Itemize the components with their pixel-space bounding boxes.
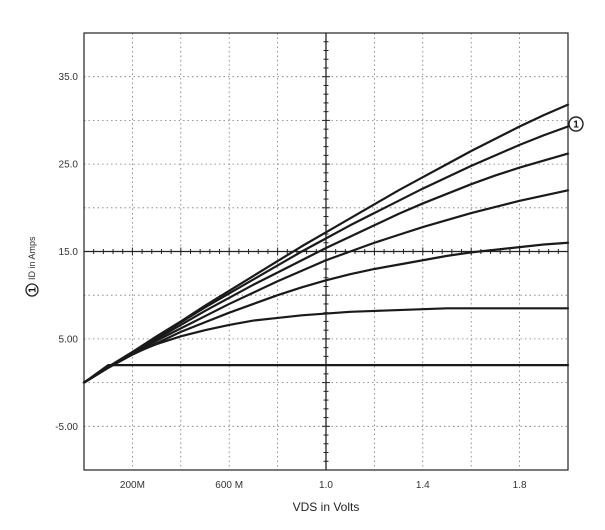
y-axis-title: ID in Amps	[27, 236, 37, 280]
x-axis-title: VDS in Volts	[293, 500, 360, 514]
x-tick-label: 1.8	[513, 480, 527, 491]
y-tick-label: 35.0	[59, 72, 79, 83]
x-tick-label: 200M	[120, 480, 145, 491]
id-curve-1	[82, 364, 570, 384]
id-curve-4	[82, 189, 570, 384]
y-axis-marker-text: 1	[28, 287, 39, 293]
id-curve-7	[82, 103, 570, 384]
y-tick-label: 5.00	[59, 334, 79, 345]
y-tick-label: 15.0	[59, 247, 79, 258]
curve-marker-icon	[568, 116, 584, 132]
id-curve-5	[82, 152, 570, 384]
plot-frame	[83, 32, 569, 471]
tick-labels: 200M 600 M 1.0 1.4 1.8 35.0 25.0 15.0 5.00 -5.00	[55, 72, 527, 491]
y-tick-label: 25.0	[59, 160, 79, 171]
x-tick-label: 600 M	[215, 480, 243, 491]
id-curve-2	[82, 307, 570, 384]
id-curve-3	[82, 241, 570, 384]
x-tick-label: 1.4	[416, 480, 430, 491]
y-tick-label: -5.00	[55, 422, 78, 433]
curve-marker-group: 1	[568, 116, 584, 132]
y-axis-title-group: 1 ID in Amps	[25, 236, 39, 297]
y-axis-marker-icon	[25, 283, 39, 297]
x-tick-label: 1.0	[319, 480, 333, 491]
curve-marker-text: 1	[573, 120, 579, 131]
curves	[82, 103, 570, 384]
